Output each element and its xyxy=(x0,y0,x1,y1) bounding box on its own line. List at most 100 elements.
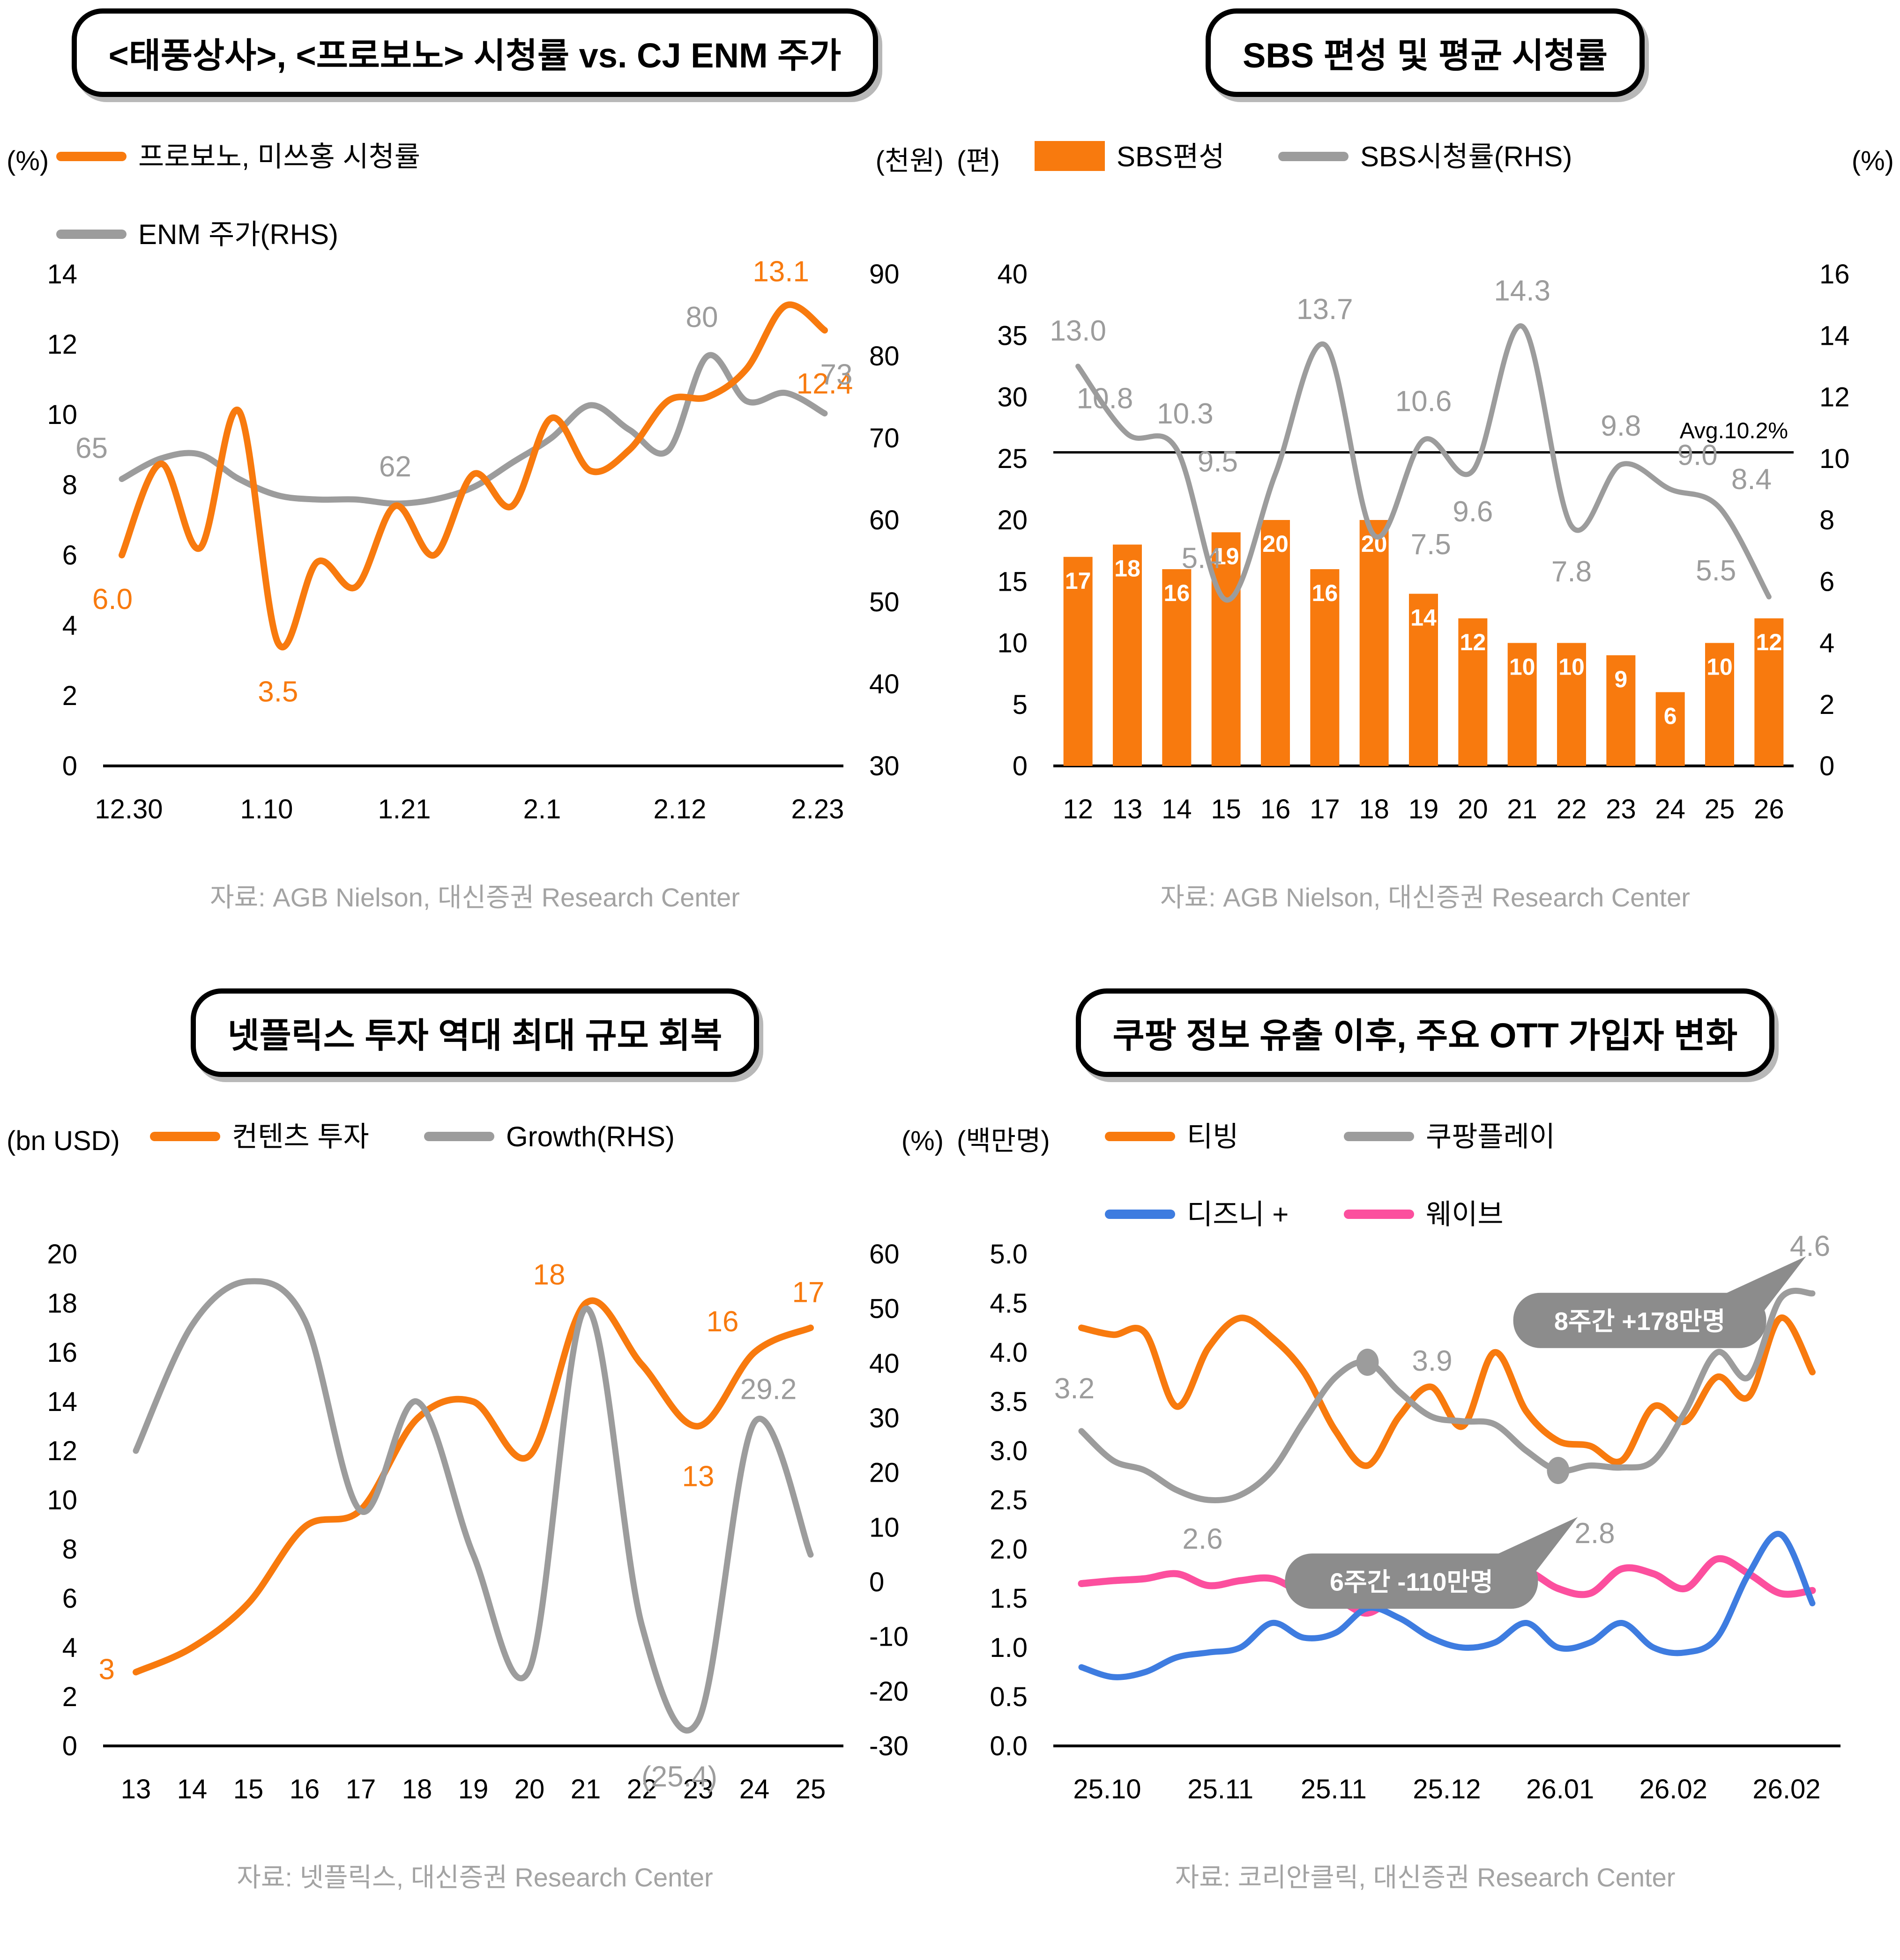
svg-text:4.5: 4.5 xyxy=(990,1288,1028,1319)
data-point-label: 29.2 xyxy=(740,1373,797,1405)
average-line-label: Avg.10.2% xyxy=(1680,419,1788,444)
chart-ratings-vs-enm-price: (%) (천원) 프로보노, 미쓰홍 시청률 ENM 주가(RHS) 0 2 4 6 8 10 12… xyxy=(7,141,944,824)
svg-text:8: 8 xyxy=(1819,505,1834,535)
data-point-label: 13.0 xyxy=(1050,315,1106,347)
y-axis-labels: 0.0 0.5 1.0 1.5 2.0 2.5 3.0 3.5 4.0 4.5 5.0 xyxy=(990,1239,1028,1761)
svg-text:2.0: 2.0 xyxy=(990,1534,1028,1565)
svg-text:23: 23 xyxy=(1606,794,1636,824)
legend-label: SBS편성 xyxy=(1117,141,1224,172)
svg-text:1.10: 1.10 xyxy=(240,794,293,824)
bar xyxy=(1458,618,1488,766)
svg-text:60: 60 xyxy=(869,1239,900,1270)
bar xyxy=(1705,643,1734,766)
svg-text:16: 16 xyxy=(47,1337,77,1368)
svg-text:0: 0 xyxy=(62,751,77,781)
svg-text:25: 25 xyxy=(1705,794,1735,824)
legend-swatch-line xyxy=(1278,152,1349,161)
svg-text:2: 2 xyxy=(62,1682,77,1712)
svg-text:4: 4 xyxy=(62,610,77,641)
svg-text:0.5: 0.5 xyxy=(990,1682,1028,1712)
bar xyxy=(1507,643,1537,766)
svg-text:35: 35 xyxy=(997,320,1028,351)
legend-label: 웨이브 xyxy=(1426,1199,1504,1230)
bar-value-label: 14 xyxy=(1410,605,1437,631)
panel-title: SBS 편성 및 평균 시청률 xyxy=(1205,8,1645,97)
line-series xyxy=(1078,1530,1816,1680)
svg-text:90: 90 xyxy=(869,259,900,290)
legend-swatch-line xyxy=(1344,1210,1414,1219)
svg-text:5: 5 xyxy=(1013,690,1028,720)
data-point-label: 65 xyxy=(75,432,108,465)
legend-label: 티빙 xyxy=(1187,1121,1238,1152)
svg-text:2.23: 2.23 xyxy=(791,794,844,824)
badge-label: 6주간 -110만명 xyxy=(1330,1568,1493,1596)
svg-text:3.5: 3.5 xyxy=(990,1387,1028,1417)
svg-text:2: 2 xyxy=(62,681,77,711)
panel-title: 넷플릭스 투자 역대 최대 규모 회복 xyxy=(190,988,760,1077)
legend-label: ENM 주가(RHS) xyxy=(138,219,338,250)
legend-swatch-line xyxy=(56,230,127,239)
svg-text:(백만명): (백만명) xyxy=(957,1126,1050,1156)
svg-text:12: 12 xyxy=(1063,794,1093,824)
marker-dot xyxy=(1547,1457,1570,1484)
svg-text:4: 4 xyxy=(62,1633,77,1663)
bar xyxy=(1113,544,1142,766)
badge-body xyxy=(1513,1292,1766,1348)
svg-text:17: 17 xyxy=(1310,794,1340,824)
legend: 컨텐츠 투자 Growth(RHS) xyxy=(150,1121,675,1152)
legend-swatch-line xyxy=(424,1132,494,1141)
bar xyxy=(1557,643,1586,766)
svg-text:14: 14 xyxy=(1819,320,1850,351)
legend-swatch-line xyxy=(150,1132,220,1141)
x-axis-labels: 12 13 14 15 16 17 18 19 20 21 22 23 24 25 26 xyxy=(1063,794,1784,824)
svg-text:24: 24 xyxy=(739,1774,770,1804)
svg-text:60: 60 xyxy=(869,505,900,535)
svg-text:20: 20 xyxy=(1458,794,1488,824)
data-point-label: 9.8 xyxy=(1601,410,1641,442)
panel-netflix-investment: 넷플릭스 투자 역대 최대 규모 회복 (bn USD) (%) 컨텐츠 투자 Gro… xyxy=(0,980,950,1960)
source-note: 자료: AGB Nielson, 대신증권 Research Center xyxy=(1160,883,1690,912)
bar-value-label: 10 xyxy=(1558,654,1585,680)
badge-body xyxy=(1285,1553,1538,1609)
bar-value-label: 10 xyxy=(1509,654,1535,680)
bar xyxy=(1606,655,1636,766)
callout-badge: 8주간 +178만명 xyxy=(1513,1256,1806,1348)
data-point-label: 7.5 xyxy=(1411,528,1451,561)
y-axis-labels: 0 5 10 15 20 25 30 35 40 0 2 4 6 8 10 12 14 16 xyxy=(997,259,1849,781)
chart-root: (bn USD) (%)컨텐츠 투자 Growth(RHS)024681012141… xyxy=(7,1121,944,1804)
svg-text:10: 10 xyxy=(869,1512,900,1543)
source-note: 자료: 코리안클릭, 대신증권 Research Center xyxy=(1175,1863,1676,1892)
svg-text:13: 13 xyxy=(121,1774,151,1804)
svg-text:10: 10 xyxy=(47,400,77,430)
panel-title-wrap: <태풍상사>, <프로보노> 시청률 vs. CJ ENM 주가 xyxy=(0,8,950,97)
panel-title-wrap: 쿠팡 정보 유출 이후, 주요 OTT 가입자 변화 xyxy=(950,988,1900,1077)
svg-text:20: 20 xyxy=(869,1458,900,1488)
svg-text:20: 20 xyxy=(514,1774,545,1804)
svg-text:10: 10 xyxy=(47,1485,77,1515)
data-point-label: 16 xyxy=(707,1306,739,1338)
data-point-label: 8.4 xyxy=(1731,463,1772,496)
data-point-label: 10.3 xyxy=(1157,398,1214,430)
bar-value-label: 9 xyxy=(1614,666,1627,692)
badge-label: 8주간 +178만명 xyxy=(1554,1307,1725,1336)
data-point-label: 10.8 xyxy=(1077,382,1133,415)
panel-sbs-schedule-ratings: SBS 편성 및 평균 시청률 (편) (%) SBS편성 SBS시청률(RHS) 0 5… xyxy=(950,0,1900,980)
svg-text:25.10: 25.10 xyxy=(1073,1774,1141,1804)
svg-text:-30: -30 xyxy=(869,1731,909,1761)
chart-netflix-content-investment: (bn USD) (%)컨텐츠 투자 Growth(RHS)024681012141… xyxy=(7,1121,944,1804)
svg-text:21: 21 xyxy=(1507,794,1537,824)
data-point-label: 5.5 xyxy=(1696,555,1736,587)
svg-text:15: 15 xyxy=(997,566,1028,597)
svg-text:2: 2 xyxy=(1819,690,1834,720)
data-point-label: 7.8 xyxy=(1551,556,1592,588)
data-point-label: 12.4 xyxy=(797,368,853,400)
panel-title-wrap: SBS 편성 및 평균 시청률 xyxy=(950,8,1900,97)
legend-label: 컨텐츠 투자 xyxy=(232,1121,369,1152)
data-point-label: 13 xyxy=(682,1461,715,1493)
svg-text:18: 18 xyxy=(402,1774,432,1804)
svg-text:1.0: 1.0 xyxy=(990,1633,1028,1663)
